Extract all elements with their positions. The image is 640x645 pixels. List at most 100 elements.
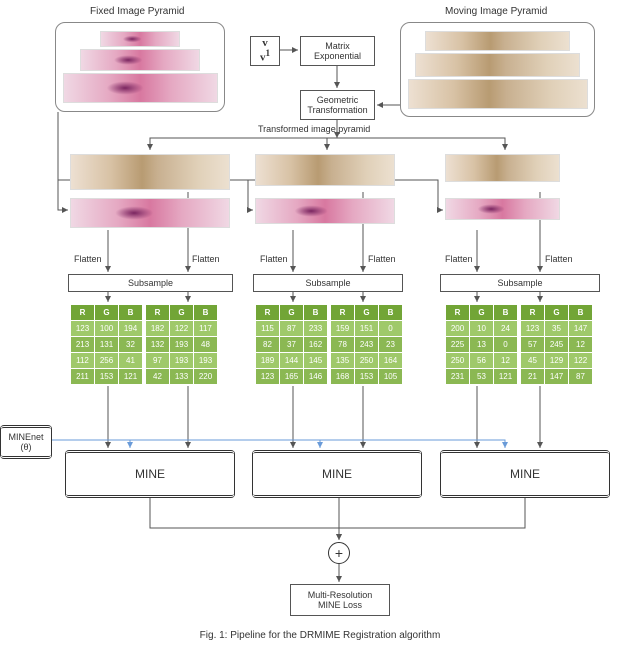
v1-sup: 1: [265, 48, 270, 58]
table-cell: 145: [304, 353, 328, 369]
table-cell: 122: [170, 321, 194, 337]
table-cell: 37: [280, 337, 304, 353]
table-cell: 211: [71, 369, 95, 385]
pair3-moving: [445, 154, 560, 182]
table-cell: 153: [355, 369, 379, 385]
table-cell: 121: [494, 369, 518, 385]
table-cell: 97: [146, 353, 170, 369]
table-cell: 123: [256, 369, 280, 385]
table-cell: 243: [355, 337, 379, 353]
pair2-fixed: [255, 198, 395, 224]
table-cell: 0: [494, 337, 518, 353]
flatten-3r: Flatten: [545, 254, 573, 264]
fixed-pyramid-title: Fixed Image Pyramid: [90, 6, 184, 17]
table-cell: 193: [170, 353, 194, 369]
table-cell: 87: [280, 321, 304, 337]
mine-3: MINE: [440, 450, 610, 498]
table-cell: 53: [470, 369, 494, 385]
table-cell: 87: [569, 369, 593, 385]
table-header: R: [71, 305, 95, 321]
table-cell: 147: [545, 369, 569, 385]
table-cell: 24: [494, 321, 518, 337]
table-B-right: RGB15915107824323135250164168153105: [330, 304, 403, 385]
table-cell: 193: [170, 337, 194, 353]
table-cell: 12: [569, 337, 593, 353]
table-header: R: [256, 305, 280, 321]
table-cell: 123: [521, 321, 545, 337]
table-cell: 57: [521, 337, 545, 353]
table-cell: 168: [331, 369, 355, 385]
table-cell: 32: [119, 337, 143, 353]
table-header: R: [521, 305, 545, 321]
table-cell: 117: [194, 321, 218, 337]
table-header: G: [545, 305, 569, 321]
table-cell: 35: [545, 321, 569, 337]
table-cell: 10: [470, 321, 494, 337]
table-cell: 132: [146, 337, 170, 353]
table-B-left: RGB115872338237162189144145123165146: [255, 304, 328, 385]
table-cell: 112: [71, 353, 95, 369]
table-header: G: [95, 305, 119, 321]
table-cell: 200: [446, 321, 470, 337]
table-cell: 56: [470, 353, 494, 369]
flatten-2r: Flatten: [368, 254, 396, 264]
flatten-3l: Flatten: [445, 254, 473, 264]
moving-pyramid-title: Moving Image Pyramid: [445, 6, 547, 17]
table-cell: 131: [95, 337, 119, 353]
table-cell: 162: [304, 337, 328, 353]
minenet-box: MINEnet (θ): [0, 425, 52, 459]
subsample-1: Subsample: [68, 274, 233, 292]
pair1-fixed: [70, 198, 230, 228]
table-B: RGB115872338237162189144145123165146 RGB…: [255, 304, 403, 385]
table-cell: 133: [170, 369, 194, 385]
table-cell: 82: [256, 337, 280, 353]
table-header: G: [470, 305, 494, 321]
table-cell: 231: [446, 369, 470, 385]
mine-2: MINE: [252, 450, 422, 498]
v-vector-box: v v1: [250, 36, 280, 66]
table-header: R: [446, 305, 470, 321]
table-C-left: RGB 2001024 225130 2505612 23153121: [445, 304, 518, 385]
table-cell: 225: [446, 337, 470, 353]
table-cell: 129: [545, 353, 569, 369]
table-cell: 12: [494, 353, 518, 369]
moving-tissue-large: [408, 79, 588, 109]
table-header: G: [280, 305, 304, 321]
table-cell: 164: [379, 353, 403, 369]
table-cell: 189: [256, 353, 280, 369]
table-A-left: RGB1231001942131313211225641211153121: [70, 304, 143, 385]
subsample-3: Subsample: [440, 274, 600, 292]
table-header: G: [170, 305, 194, 321]
table-cell: 151: [355, 321, 379, 337]
table-header: R: [331, 305, 355, 321]
table-cell: 13: [470, 337, 494, 353]
table-cell: 245: [545, 337, 569, 353]
table-cell: 135: [331, 353, 355, 369]
subsample-2: Subsample: [253, 274, 403, 292]
table-cell: 213: [71, 337, 95, 353]
table-cell: 194: [119, 321, 143, 337]
transformed-label: Transformed image pyramid: [258, 124, 370, 134]
table-A-right: RGB182122117132193489719319342133220: [145, 304, 218, 385]
table-header: B: [304, 305, 328, 321]
fixed-pyramid-box: [55, 22, 225, 112]
table-cell: 41: [119, 353, 143, 369]
fixed-tissue-large: [63, 73, 218, 103]
table-cell: 121: [119, 369, 143, 385]
pair1-moving: [70, 154, 230, 190]
pair2-moving: [255, 154, 395, 186]
fixed-tissue-med: [80, 49, 200, 71]
table-header: B: [494, 305, 518, 321]
table-cell: 147: [569, 321, 593, 337]
table-cell: 153: [95, 369, 119, 385]
table-header: B: [119, 305, 143, 321]
table-cell: 159: [331, 321, 355, 337]
flatten-1l: Flatten: [74, 254, 102, 264]
table-cell: 250: [446, 353, 470, 369]
moving-tissue-small: [425, 31, 570, 51]
table-cell: 250: [355, 353, 379, 369]
table-header: B: [379, 305, 403, 321]
flatten-1r: Flatten: [192, 254, 220, 264]
table-header: R: [146, 305, 170, 321]
table-cell: 144: [280, 353, 304, 369]
